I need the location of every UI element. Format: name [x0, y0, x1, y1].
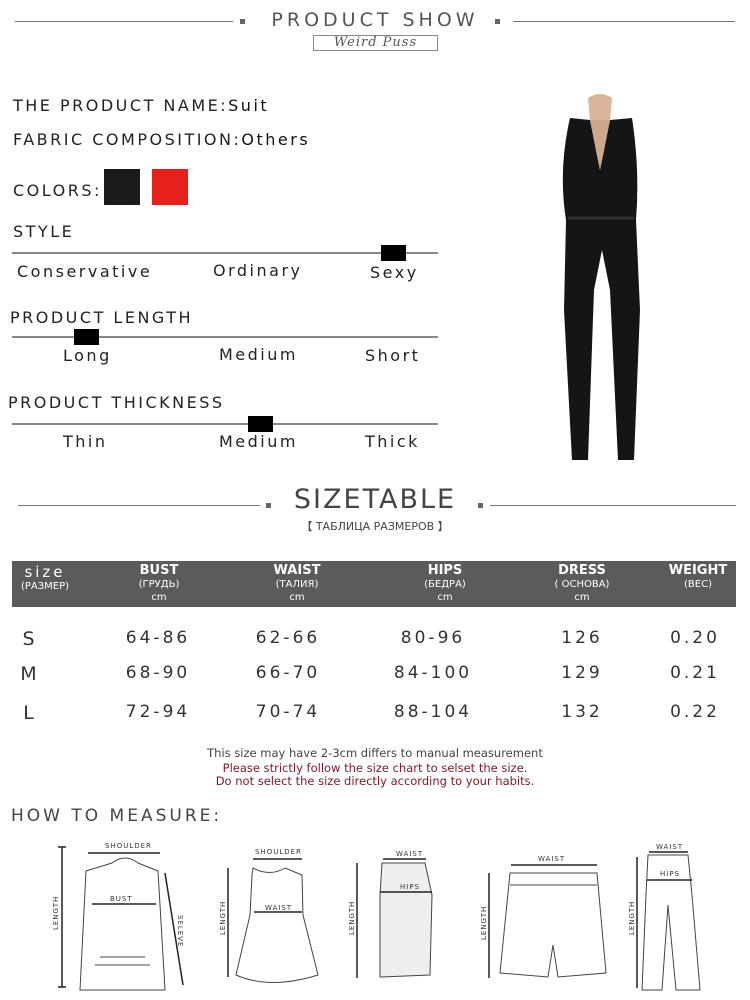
product-name-label: THE PRODUCT NAME:: [13, 96, 229, 115]
cell-size: S: [22, 628, 38, 650]
size-warning: Please strictly follow the size chart to…: [222, 761, 528, 775]
cell-bust: 68-90: [125, 663, 191, 683]
style-label: STYLE: [13, 222, 75, 241]
fabric-value: Others: [241, 130, 311, 149]
thickness-option: Thin: [63, 432, 108, 451]
table-row: S 64-86 62-66 80-96 126 0.20: [0, 628, 750, 652]
col-hips: HIPS (БЕДРА) cm: [424, 563, 466, 603]
col-weight: WEIGHT (ВЕС): [668, 563, 728, 590]
thickness-marker: [248, 416, 273, 432]
col-size: size (РАЗМЕР): [20, 563, 70, 593]
style-option: Ordinary: [213, 261, 303, 280]
product-name-value: Suit: [228, 96, 270, 115]
dress-illustration: SHOULDER WAIST LENGTH: [219, 848, 319, 983]
cell-weight: 0.20: [670, 628, 720, 648]
thickness-option: Medium: [219, 432, 298, 451]
thickness-scale: [12, 423, 438, 425]
svg-text:HIPS: HIPS: [660, 870, 680, 878]
product-name: THE PRODUCT NAME:Suit: [13, 96, 269, 115]
length-option: Medium: [219, 345, 298, 364]
svg-text:SELEVE: SELEVE: [176, 915, 184, 947]
cell-hips: 88-104: [393, 702, 473, 722]
cell-dress: 126: [561, 628, 603, 648]
svg-text:WAIST: WAIST: [656, 843, 683, 851]
jacket-illustration: SHOULDER BUST LENGTH SELEVE: [52, 842, 184, 991]
cell-hips: 80-96: [400, 628, 466, 648]
length-option: Long: [63, 346, 112, 365]
divider-dot: [240, 19, 245, 24]
cell-bust: 72-94: [125, 702, 191, 722]
svg-text:WAIST: WAIST: [396, 850, 423, 858]
cell-dress: 132: [561, 702, 603, 722]
color-swatch-red[interactable]: [152, 169, 188, 205]
table-row: M 68-90 66-70 84-100 129 0.21: [0, 663, 750, 687]
divider-dot: [266, 503, 271, 508]
col-waist: WAIST (ТАЛИЯ) cm: [273, 563, 321, 603]
svg-text:LENGTH: LENGTH: [348, 901, 356, 935]
sizetable-title: SIZETABLE: [293, 484, 457, 515]
svg-text:LENGTH: LENGTH: [628, 901, 636, 935]
brand-name: Weird Puss: [313, 35, 438, 51]
svg-text:BUST: BUST: [110, 895, 133, 903]
product-image: [562, 94, 640, 460]
cell-weight: 0.22: [670, 702, 720, 722]
colors-label: COLORS:: [13, 181, 102, 200]
divider: [490, 505, 736, 506]
length-option: Short: [365, 346, 421, 365]
cell-waist: 70-74: [255, 702, 321, 722]
col-dress: DRESS( ОСНОВА) cm: [554, 563, 610, 603]
cell-dress: 129: [561, 663, 603, 683]
cell-waist: 66-70: [255, 663, 321, 683]
svg-text:WAIST: WAIST: [265, 904, 292, 912]
svg-text:SHOULDER: SHOULDER: [255, 848, 302, 856]
cell-bust: 64-86: [125, 628, 191, 648]
divider-dot: [495, 19, 500, 24]
measure-illustrations: SHOULDER BUST LENGTH SELEVE SHOULDER WAI…: [52, 842, 701, 991]
measurement-note: This size may have 2-3cm differs to manu…: [207, 746, 543, 760]
thickness-option: Thick: [365, 432, 420, 451]
shorts-illustration: WAIST LENGTH: [480, 855, 607, 978]
fabric-label: FABRIC COMPOSITION:: [13, 130, 242, 149]
cell-waist: 62-66: [255, 628, 321, 648]
fabric-composition: FABRIC COMPOSITION:Others: [13, 130, 310, 149]
thickness-label: PRODUCT THICKNESS: [8, 393, 225, 412]
style-option: Sexy: [370, 263, 419, 282]
svg-text:LENGTH: LENGTH: [480, 906, 488, 940]
svg-text:HIPS: HIPS: [400, 883, 420, 891]
divider: [15, 21, 233, 22]
length-scale: [12, 336, 438, 338]
divider: [513, 21, 735, 22]
length-label: PRODUCT LENGTH: [10, 308, 194, 327]
size-table-header: size (РАЗМЕР) BUST (ГРУДЬ) cm WAIST (ТАЛИЯ) c…: [12, 561, 736, 607]
divider: [18, 505, 260, 506]
cell-size: L: [23, 702, 37, 724]
svg-text:LENGTH: LENGTH: [52, 896, 60, 930]
color-swatch-black[interactable]: [104, 169, 140, 205]
style-marker: [381, 245, 406, 261]
table-row: L 72-94 70-74 88-104 132 0.22: [0, 702, 750, 726]
svg-text:SHOULDER: SHOULDER: [105, 842, 152, 850]
length-marker: [74, 329, 99, 345]
svg-text:WAIST: WAIST: [538, 855, 565, 863]
how-to-measure-title: HOW TO MEASURE:: [11, 806, 223, 826]
cell-weight: 0.21: [670, 663, 720, 683]
sizetable-subtitle: 【 ТАБЛИЦА РАЗМЕРОВ 】: [301, 520, 449, 533]
skirt-illustration: WAIST HIPS LENGTH: [348, 850, 433, 978]
col-bust: BUST (ГРУДЬ) cm: [138, 563, 180, 603]
style-option: Conservative: [17, 262, 153, 281]
size-warning: Do not select the size directly accordin…: [215, 774, 535, 788]
style-scale: [12, 252, 438, 254]
divider-dot: [478, 503, 483, 508]
svg-text:LENGTH: LENGTH: [219, 901, 227, 935]
cell-hips: 84-100: [393, 663, 473, 683]
pants-illustration: WAIST HIPS LENGTH: [628, 843, 701, 991]
page-title: PRODUCT SHOW: [271, 9, 479, 31]
cell-size: M: [20, 663, 40, 685]
